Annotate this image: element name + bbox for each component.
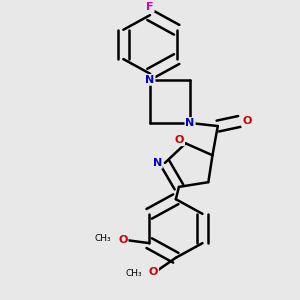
Text: N: N: [153, 158, 162, 168]
Text: F: F: [146, 2, 154, 11]
Text: O: O: [149, 267, 158, 277]
Text: CH₃: CH₃: [125, 269, 142, 278]
Text: O: O: [118, 235, 128, 245]
Text: O: O: [242, 116, 252, 126]
Text: O: O: [175, 135, 184, 145]
Text: N: N: [146, 75, 154, 85]
Text: N: N: [185, 118, 195, 128]
Text: CH₃: CH₃: [94, 234, 111, 243]
